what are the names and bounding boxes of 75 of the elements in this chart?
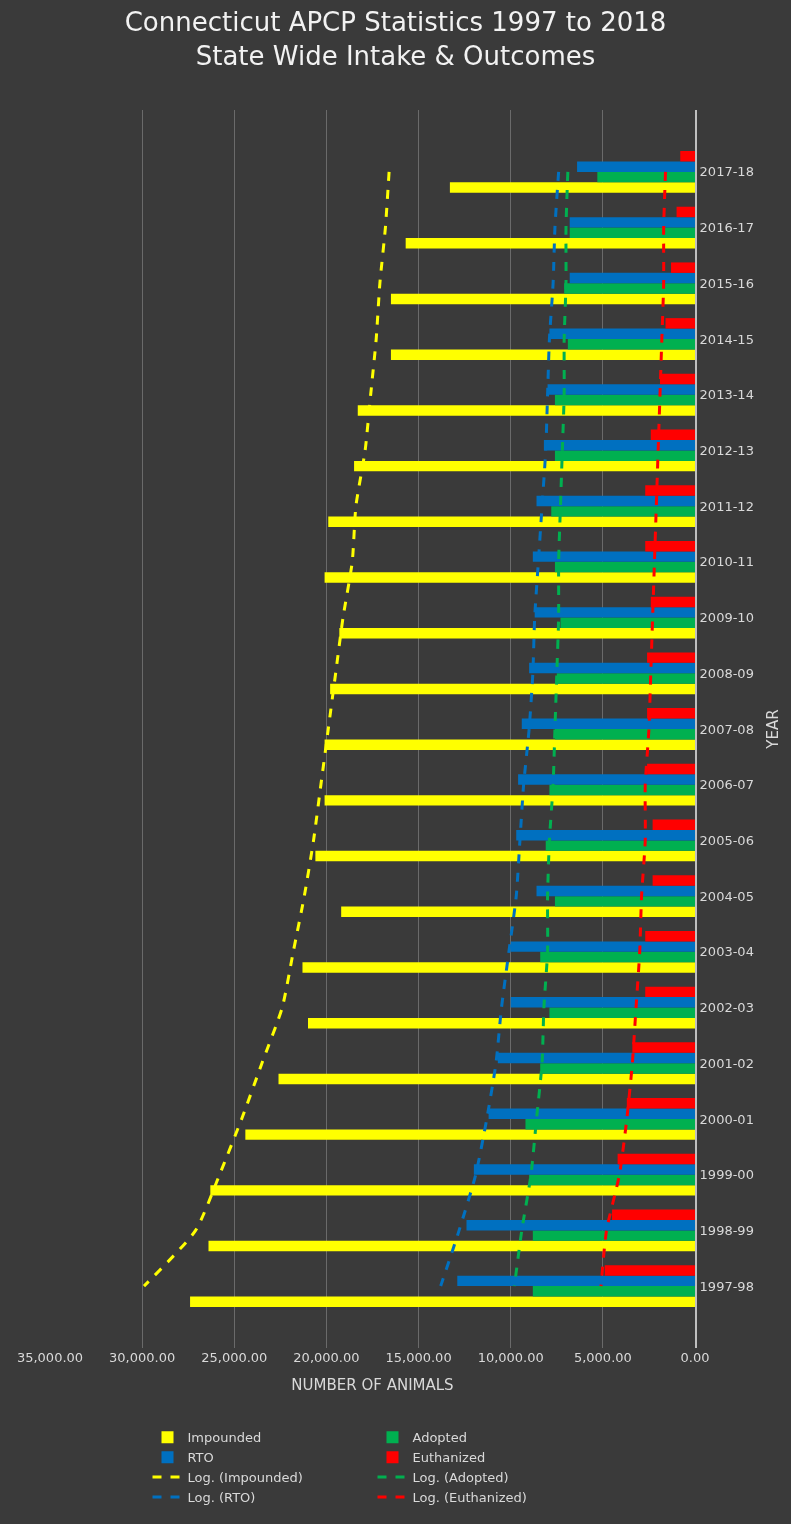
legend-label: RTO: [187, 1450, 214, 1466]
bar: [278, 1073, 695, 1085]
y-tick-label: 2011-12: [699, 498, 754, 514]
y-tick-label: 2005-06: [699, 832, 754, 848]
bar: [549, 1007, 695, 1018]
bar: [302, 962, 695, 973]
bar: [390, 349, 695, 360]
bar: [645, 986, 695, 998]
y-axis-title: YEAR: [764, 709, 783, 750]
y-tick-label: 2006-07: [699, 777, 754, 793]
bar: [567, 339, 695, 350]
chart-title: Connecticut APCP Statistics 1997 to 2018 State Wide Intake & Outcomes: [124, 7, 667, 71]
bar: [577, 161, 695, 172]
bar: [190, 1296, 695, 1307]
legend-label: Log. (Euthanized): [412, 1490, 527, 1505]
bar: [466, 1219, 695, 1231]
bar: [554, 896, 695, 907]
y-tick-label: 2012-13: [699, 443, 754, 458]
bar: [510, 997, 695, 1008]
y-tick-label: 2013-14: [699, 387, 754, 403]
y-tick-label: 2008-09: [699, 665, 754, 681]
y-tick-label: 2009-10: [699, 610, 754, 626]
bar: [569, 227, 695, 239]
bar: [457, 1275, 695, 1287]
y-tick-label: 2002-03: [699, 1000, 754, 1016]
bar: [665, 318, 695, 329]
bar: [341, 906, 695, 918]
bar: [569, 272, 695, 284]
bar: [405, 238, 695, 249]
y-tick-label: 2017-18: [699, 164, 754, 180]
y-tick-label: 2014-15: [699, 331, 754, 347]
legend-label: Adopted: [412, 1430, 467, 1446]
bar: [536, 885, 695, 897]
bar: [597, 171, 695, 183]
bar: [245, 1129, 695, 1140]
bar: [324, 795, 695, 806]
legend-label: Impounded: [187, 1430, 262, 1446]
x-tick-label: 10,000.00: [477, 1350, 544, 1365]
y-tick-label: 2016-17: [699, 220, 754, 236]
y-tick-label: 2003-04: [699, 944, 754, 960]
x-tick-label: 25,000.00: [201, 1350, 268, 1365]
x-tick-label: 15,000.00: [385, 1350, 452, 1365]
legend-label: Log. (Impounded): [187, 1470, 303, 1486]
x-tick-label: 5,000.00: [573, 1350, 632, 1365]
y-tick-label: 2010-11: [699, 554, 754, 570]
x-tick-label: 0.00: [680, 1350, 710, 1365]
bar: [532, 1230, 695, 1241]
y-tick-label: 2004-05: [699, 888, 754, 904]
bar: [390, 293, 695, 305]
y-tick-label: 2000-01: [699, 1111, 754, 1127]
bar: [315, 850, 695, 862]
x-tick-label: 20,000.00: [293, 1350, 360, 1365]
legend-label: Euthanized: [412, 1450, 486, 1466]
y-tick-label: 2007-08: [699, 721, 754, 737]
y-tick-label: 2015-16: [699, 275, 754, 291]
bar: [671, 262, 695, 273]
bar: [208, 1240, 695, 1252]
legend-label: Log. (Adopted): [412, 1470, 509, 1486]
y-tick-label: 2001-02: [699, 1055, 754, 1071]
x-tick-label: 30,000.00: [109, 1350, 176, 1365]
x-axis-title: NUMBER OF ANIMALS: [291, 1376, 454, 1394]
bar: [308, 1018, 695, 1029]
bar: [645, 930, 695, 942]
bar: [569, 217, 695, 228]
bar: [532, 1286, 695, 1297]
bar: [680, 151, 695, 162]
y-tick-label: 1998-99: [699, 1222, 754, 1238]
bar: [652, 819, 695, 830]
bar: [652, 875, 695, 886]
legend-label: Log. (RTO): [187, 1490, 256, 1505]
bar: [449, 182, 695, 193]
bar: [676, 206, 695, 218]
x-tick-label: 35,000.00: [16, 1350, 84, 1365]
y-tick-label: 1997-98: [699, 1278, 754, 1294]
y-tick-label: 1999-00: [699, 1167, 754, 1183]
